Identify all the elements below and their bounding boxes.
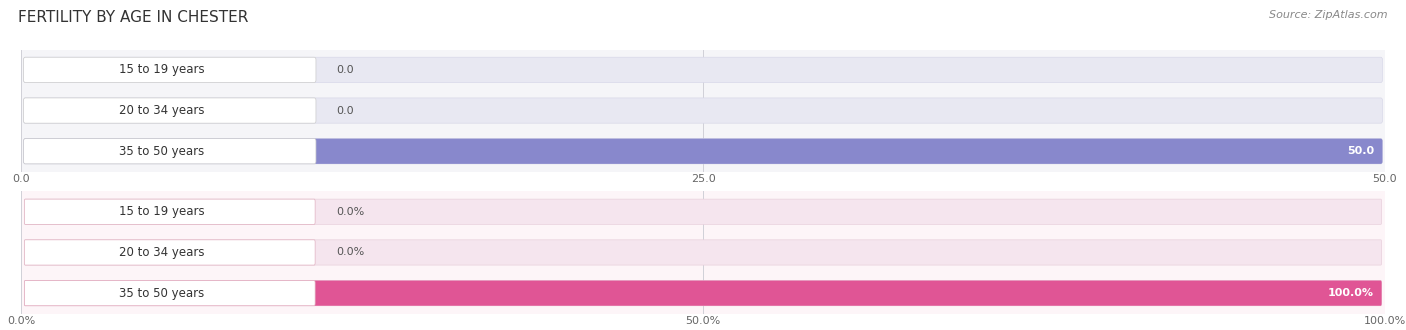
- FancyBboxPatch shape: [24, 139, 316, 164]
- Text: 50.0: 50.0: [1347, 146, 1374, 156]
- Text: 35 to 50 years: 35 to 50 years: [120, 145, 204, 158]
- FancyBboxPatch shape: [24, 139, 1382, 164]
- Text: 0.0%: 0.0%: [336, 248, 364, 257]
- Text: 20 to 34 years: 20 to 34 years: [120, 104, 205, 117]
- FancyBboxPatch shape: [24, 199, 315, 224]
- Text: 15 to 19 years: 15 to 19 years: [120, 205, 205, 218]
- Text: 100.0%: 100.0%: [1329, 288, 1374, 298]
- Text: 20 to 34 years: 20 to 34 years: [120, 246, 205, 259]
- FancyBboxPatch shape: [24, 280, 1382, 306]
- FancyBboxPatch shape: [24, 199, 1382, 224]
- FancyBboxPatch shape: [24, 98, 316, 123]
- FancyBboxPatch shape: [24, 240, 315, 265]
- FancyBboxPatch shape: [24, 98, 1382, 123]
- FancyBboxPatch shape: [24, 57, 316, 82]
- Text: 35 to 50 years: 35 to 50 years: [120, 287, 204, 300]
- Text: 0.0: 0.0: [336, 65, 354, 75]
- FancyBboxPatch shape: [24, 280, 1382, 306]
- FancyBboxPatch shape: [24, 240, 1382, 265]
- FancyBboxPatch shape: [24, 280, 315, 306]
- Text: 0.0%: 0.0%: [336, 207, 364, 217]
- Text: 0.0: 0.0: [336, 106, 354, 116]
- FancyBboxPatch shape: [24, 57, 1382, 82]
- Text: FERTILITY BY AGE IN CHESTER: FERTILITY BY AGE IN CHESTER: [18, 10, 249, 25]
- Text: Source: ZipAtlas.com: Source: ZipAtlas.com: [1270, 10, 1388, 20]
- Text: 15 to 19 years: 15 to 19 years: [120, 63, 205, 76]
- FancyBboxPatch shape: [24, 139, 1382, 164]
